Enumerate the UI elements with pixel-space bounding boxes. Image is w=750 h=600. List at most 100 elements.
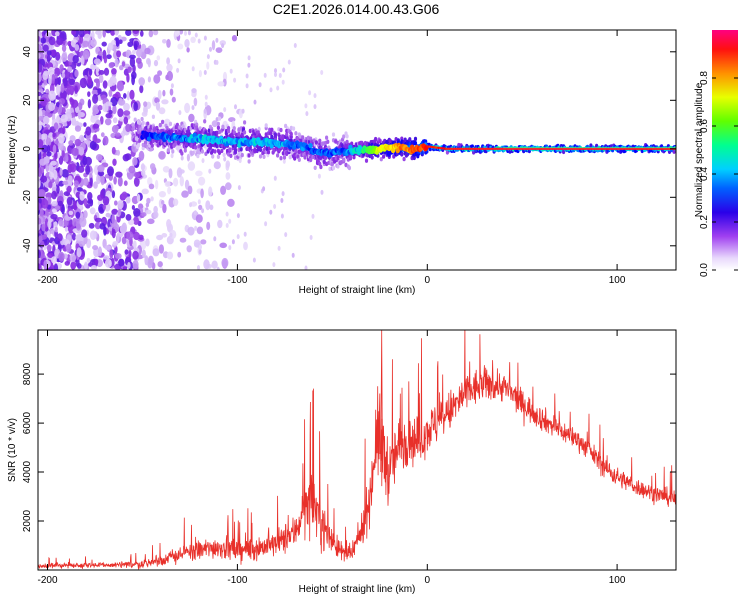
heatmap-noise-cell bbox=[61, 150, 65, 158]
heatmap-noise-cell bbox=[117, 208, 122, 216]
heatmap-noise-cell bbox=[225, 211, 229, 217]
y-tick-label: 0 bbox=[22, 146, 33, 152]
heatmap-noise-cell bbox=[75, 234, 83, 241]
heatmap-signal-cell bbox=[133, 117, 137, 122]
heatmap-signal-cell bbox=[198, 126, 202, 131]
heatmap-noise-cell bbox=[74, 85, 78, 94]
heatmap-signal-cell bbox=[146, 121, 150, 126]
heatmap-noise-cell bbox=[38, 263, 41, 270]
heatmap-noise-cell bbox=[131, 49, 136, 55]
heatmap-noise-cell bbox=[97, 164, 105, 173]
heatmap-noise-cell bbox=[147, 177, 153, 186]
heatmap-noise-cell bbox=[159, 266, 164, 270]
heatmap-noise-cell bbox=[97, 194, 104, 201]
heatmap-signal-cell bbox=[239, 147, 243, 152]
heatmap-noise-cell bbox=[57, 76, 62, 86]
heatmap-noise-cell bbox=[99, 223, 106, 230]
heatmap-signal-cell bbox=[413, 136, 418, 142]
heatmap-noise-cell bbox=[52, 144, 57, 154]
heatmap-noise-cell bbox=[40, 175, 48, 183]
heatmap-noise-cell bbox=[170, 83, 174, 89]
heatmap-noise-cell bbox=[74, 44, 80, 51]
heatmap-signal-cell bbox=[281, 135, 285, 140]
heatmap-noise-cell bbox=[132, 250, 139, 260]
heatmap-noise-cell bbox=[112, 117, 118, 124]
heatmap-noise-cell bbox=[58, 218, 64, 227]
heatmap-noise-cell bbox=[93, 134, 98, 143]
heatmap-noise-cell bbox=[132, 216, 140, 225]
heatmap-noise-cell bbox=[57, 133, 65, 144]
heatmap-noise-cell bbox=[126, 73, 130, 83]
heatmap-noise-cell bbox=[141, 169, 146, 177]
heatmap-signal-cell bbox=[213, 149, 217, 154]
heatmap-noise-cell bbox=[44, 225, 49, 232]
heatmap-noise-cell bbox=[179, 237, 187, 243]
heatmap-noise-cell bbox=[119, 65, 124, 71]
heatmap-noise-cell bbox=[147, 218, 155, 225]
heatmap-noise-cell bbox=[174, 30, 180, 37]
heatmap-signal-cell bbox=[149, 146, 153, 152]
heatmap-frame bbox=[37, 29, 677, 271]
heatmap-noise-cell bbox=[72, 232, 76, 241]
heatmap-signal-cell bbox=[233, 147, 238, 153]
heatmap-noise-cell bbox=[126, 231, 134, 241]
x-tick-label: 100 bbox=[609, 575, 626, 586]
heatmap-noise-cell bbox=[121, 236, 127, 245]
heatmap-noise-cell bbox=[111, 190, 116, 199]
heatmap-noise-cell bbox=[273, 204, 277, 209]
heatmap-noise-cell bbox=[69, 97, 73, 103]
heatmap-signal-cell bbox=[319, 164, 323, 170]
heatmap-noise-cell bbox=[105, 101, 113, 107]
heatmap-noise-cell bbox=[225, 172, 231, 180]
heatmap-noise-cell bbox=[114, 30, 119, 36]
heatmap-noise-cell bbox=[96, 174, 101, 185]
heatmap-noise-cell bbox=[55, 51, 61, 61]
heatmap-signal-cell bbox=[301, 135, 305, 140]
heatmap-noise-cell bbox=[46, 54, 51, 64]
snr-x-axis-label: Height of straight line (km) bbox=[299, 584, 416, 595]
heatmap-signal-cell bbox=[268, 127, 272, 132]
heatmap-signal-cell bbox=[326, 139, 330, 144]
heatmap-noise-cell bbox=[42, 44, 49, 52]
heatmap-noise-cell bbox=[91, 30, 95, 40]
heatmap-noise-cell bbox=[67, 66, 73, 73]
heatmap-noise-cell bbox=[155, 101, 161, 111]
heatmap-signal-cell bbox=[325, 135, 329, 140]
heatmap-noise-cell bbox=[150, 163, 156, 171]
heatmap-noise-cell bbox=[205, 200, 211, 211]
heatmap-noise-cell bbox=[38, 35, 41, 42]
heatmap-signal-cell bbox=[215, 144, 219, 149]
heatmap-noise-cell bbox=[220, 185, 227, 195]
heatmap-noise-cell bbox=[198, 249, 202, 255]
heatmap-noise-cell bbox=[117, 200, 124, 210]
heatmap-noise-cell bbox=[167, 186, 172, 195]
heatmap-noise-cell bbox=[320, 189, 324, 195]
heatmap-signal-cell bbox=[589, 143, 593, 148]
heatmap-signal-cell bbox=[194, 145, 198, 150]
heatmap-noise-cell bbox=[291, 252, 295, 258]
heatmap-noise-cell bbox=[38, 180, 41, 189]
heatmap-noise-cell bbox=[154, 97, 160, 104]
heatmap-noise-cell bbox=[104, 118, 112, 126]
heatmap-signal-cell bbox=[269, 131, 273, 136]
heatmap-noise-cell bbox=[125, 196, 131, 204]
heatmap-noise-cell bbox=[109, 249, 114, 259]
heatmap-signal-cell bbox=[402, 156, 406, 162]
heatmap-noise-cell bbox=[67, 40, 72, 47]
heatmap-noise-cell bbox=[43, 70, 49, 76]
heatmap-noise-cell bbox=[198, 70, 202, 78]
heatmap-noise-cell bbox=[189, 202, 193, 208]
heatmap-noise-cell bbox=[166, 63, 173, 72]
heatmap-signal-cell bbox=[289, 131, 293, 137]
heatmap-noise-cell bbox=[94, 217, 103, 223]
heatmap-noise-cell bbox=[134, 171, 141, 178]
snr-series-line bbox=[38, 330, 676, 570]
heatmap-noise-cell bbox=[215, 60, 219, 65]
heatmap-noise-cell bbox=[64, 226, 69, 232]
heatmap-noise-cell bbox=[54, 205, 61, 211]
heatmap-noise-cell bbox=[236, 213, 240, 219]
heatmap-noise-cell bbox=[225, 160, 231, 168]
heatmap-noise-cell bbox=[40, 233, 48, 240]
heatmap-noise-cell bbox=[203, 259, 210, 270]
heatmap-noise-cell bbox=[145, 238, 150, 247]
